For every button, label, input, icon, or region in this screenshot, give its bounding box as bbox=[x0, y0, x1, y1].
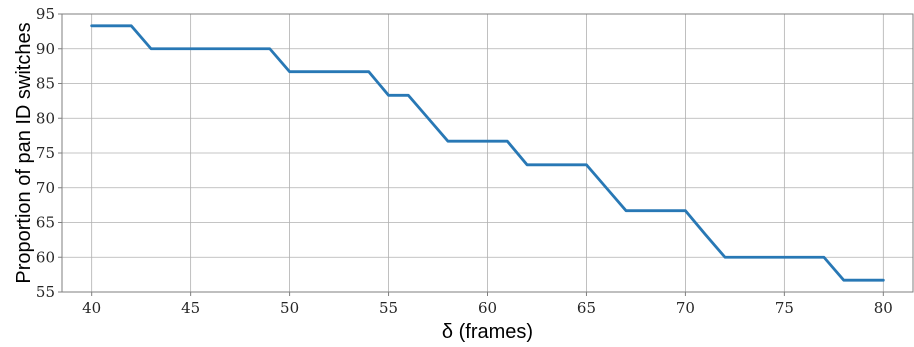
x-tick-label: 45 bbox=[181, 299, 200, 317]
x-tick-label: 65 bbox=[577, 299, 596, 317]
x-tick-label: 40 bbox=[82, 299, 101, 317]
y-tick-label: 75 bbox=[36, 144, 55, 162]
y-tick-label: 70 bbox=[36, 179, 55, 197]
series-line bbox=[90, 24, 885, 282]
y-tick-label: 90 bbox=[36, 40, 55, 58]
series-layer bbox=[90, 24, 885, 282]
x-tick-label: 75 bbox=[775, 299, 794, 317]
y-tick-label: 80 bbox=[36, 109, 55, 127]
x-tick-label: 60 bbox=[478, 299, 497, 317]
y-tick-label: 85 bbox=[36, 75, 55, 93]
y-tick-label: 55 bbox=[36, 283, 55, 301]
y-axis-ticks: 55 60 65 70 75 80 85 90 95 bbox=[36, 5, 62, 301]
x-tick-label: 70 bbox=[676, 299, 695, 317]
x-tick-label: 55 bbox=[379, 299, 398, 317]
y-tick-label: 95 bbox=[36, 5, 55, 23]
y-tick-label: 65 bbox=[36, 214, 55, 232]
x-tick-label: 80 bbox=[874, 299, 893, 317]
grid bbox=[62, 13, 913, 293]
x-axis-title: δ (frames) bbox=[442, 321, 533, 343]
x-tick-label: 50 bbox=[280, 299, 299, 317]
y-axis-title: Proportion of pan ID switches bbox=[13, 22, 35, 283]
y-tick-label: 60 bbox=[36, 248, 55, 266]
x-axis-ticks: 40 45 50 55 60 65 70 75 80 bbox=[82, 292, 893, 317]
plot-frame bbox=[61, 13, 914, 293]
